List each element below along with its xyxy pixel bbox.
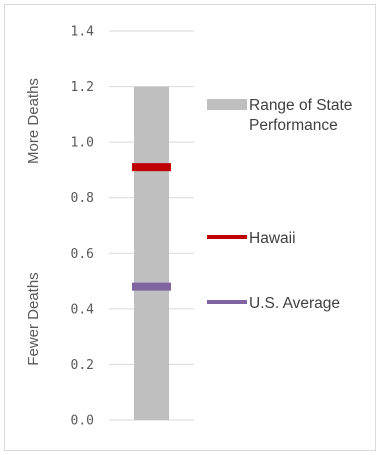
side-label-fewer-deaths: Fewer Deaths	[25, 272, 42, 365]
legend-us-average-swatch	[207, 300, 247, 304]
y-tick-label: 1.2	[71, 80, 94, 95]
us-average-marker	[132, 282, 171, 291]
legend-range-swatch	[207, 99, 247, 110]
y-tick-label: 0.0	[71, 414, 94, 429]
legend-range-label-line1: Range of State	[249, 97, 352, 114]
y-tick-label: 1.0	[71, 136, 94, 151]
legend-us-average-label: U.S. Average	[249, 295, 340, 312]
range-chart: 1.4 1.2 1.0 0.8 0.6 0.4 0.2 0.0 More Deaths Few…	[25, 25, 352, 429]
side-label-more-deaths: More Deaths	[25, 78, 42, 164]
y-tick-label: 0.2	[71, 358, 94, 373]
legend-hawaii-swatch	[207, 235, 247, 239]
chart-frame: 1.4 1.2 1.0 0.8 0.6 0.4 0.2 0.0 More Deaths Few…	[4, 4, 376, 451]
y-tick-label: 1.4	[71, 25, 95, 40]
legend: Range of State Performance Hawaii U.S. A…	[207, 97, 352, 312]
legend-hawaii-label: Hawaii	[249, 230, 296, 247]
hawaii-marker	[132, 163, 171, 172]
y-tick-label: 0.8	[71, 191, 94, 206]
y-axis-ticks: 1.4 1.2 1.0 0.8 0.6 0.4 0.2 0.0	[71, 25, 95, 429]
range-bar	[134, 86, 169, 421]
y-tick-label: 0.6	[71, 247, 94, 262]
legend-range-label-line2: Performance	[249, 117, 338, 134]
y-tick-label: 0.4	[71, 302, 95, 317]
